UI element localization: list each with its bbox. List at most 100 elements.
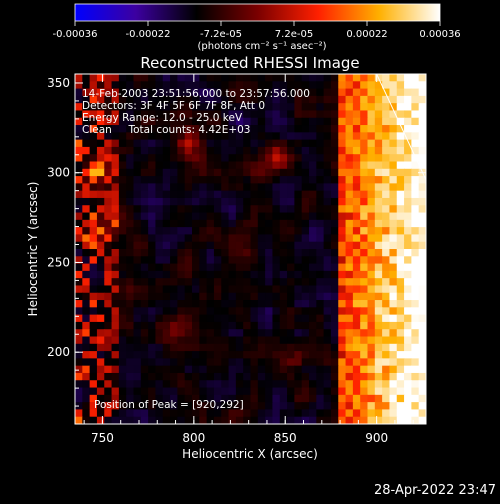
heatmap-cell <box>301 285 310 294</box>
heatmap-cell <box>111 416 120 424</box>
heatmap-cell <box>287 329 295 338</box>
heatmap-cell <box>257 241 266 250</box>
heatmap-cell <box>250 197 259 206</box>
heatmap-cell <box>250 292 259 301</box>
heatmap-cell <box>177 270 186 279</box>
heatmap-cell <box>126 176 135 184</box>
heatmap-cell <box>111 292 120 301</box>
heatmap-cell <box>294 358 303 367</box>
heatmap-cell <box>265 351 274 359</box>
heatmap-cell <box>75 125 83 133</box>
heatmap-cell <box>221 212 230 221</box>
heatmap-cell <box>250 358 259 367</box>
heatmap-cell <box>243 117 252 126</box>
heatmap-cell <box>184 329 193 338</box>
heatmap-cell <box>89 139 98 148</box>
heatmap-cell <box>279 365 288 374</box>
heatmap-cell <box>126 409 135 418</box>
heatmap-cell <box>309 409 317 418</box>
heatmap-cell <box>118 110 127 119</box>
heatmap-cell <box>250 314 259 323</box>
heatmap-cell <box>192 132 200 141</box>
heatmap-cell <box>323 249 332 257</box>
heatmap-cell <box>96 249 105 257</box>
heatmap-cell <box>323 278 332 287</box>
heatmap-cell <box>345 241 354 250</box>
heatmap-cell <box>184 307 193 316</box>
heatmap-cell <box>221 132 230 141</box>
heatmap-cell <box>111 132 120 141</box>
heatmap-cell <box>257 336 266 345</box>
heatmap-cell <box>374 402 383 411</box>
heatmap-cell <box>177 351 186 359</box>
heatmap-cell <box>111 263 120 272</box>
heatmap-cell <box>228 176 237 184</box>
heatmap-cell <box>206 300 215 308</box>
heatmap-cell <box>272 103 281 112</box>
heatmap-cell <box>404 74 412 82</box>
heatmap-cell <box>418 321 426 330</box>
heatmap-cell <box>126 256 135 265</box>
heatmap-cell <box>228 241 237 250</box>
heatmap-cell <box>184 314 193 323</box>
heatmap-cell <box>272 161 281 170</box>
heatmap-cell <box>287 343 295 352</box>
heatmap-cell <box>279 161 288 170</box>
heatmap-cell <box>352 292 361 301</box>
heatmap-cell <box>389 88 398 97</box>
heatmap-cell <box>118 336 127 345</box>
heatmap-cell <box>309 125 317 133</box>
heatmap-cell <box>301 168 310 177</box>
heatmap-cell <box>418 416 426 424</box>
heatmap-cell <box>389 351 398 359</box>
heatmap-cell <box>265 387 274 396</box>
heatmap-cell <box>367 380 376 389</box>
heatmap-cell <box>177 88 186 97</box>
heatmap-cell <box>243 241 252 250</box>
heatmap-cell <box>228 285 237 294</box>
heatmap-cell <box>162 249 171 257</box>
heatmap-cell <box>418 249 426 257</box>
heatmap-cell <box>155 314 164 323</box>
heatmap-cell <box>192 74 200 82</box>
heatmap-cell <box>250 241 259 250</box>
heatmap-cell <box>170 380 178 389</box>
heatmap-cell <box>294 372 303 381</box>
heatmap-cell <box>148 103 157 112</box>
heatmap-cell <box>184 394 193 403</box>
heatmap-cell <box>396 190 405 199</box>
heatmap-cell <box>75 110 83 119</box>
heatmap-cell <box>330 300 339 308</box>
heatmap-cell <box>221 358 230 367</box>
y-tick-label: 300 <box>47 166 70 180</box>
heatmap-cell <box>316 88 325 97</box>
heatmap-cell <box>162 212 171 221</box>
heatmap-cell <box>213 394 222 403</box>
heatmap-cell <box>177 132 186 141</box>
heatmap-cell <box>177 125 186 133</box>
heatmap-cell <box>118 212 127 221</box>
heatmap-cell <box>104 227 113 236</box>
heatmap-cell <box>272 416 281 424</box>
heatmap-cell <box>323 139 332 148</box>
heatmap-cell <box>133 74 142 82</box>
heatmap-cell <box>75 409 83 418</box>
heatmap-cell <box>279 197 288 206</box>
heatmap-cell <box>199 343 208 352</box>
heatmap-cell <box>330 110 339 119</box>
heatmap-cell <box>301 256 310 265</box>
heatmap-cell <box>309 234 317 243</box>
heatmap-cell <box>111 256 120 265</box>
heatmap-cell <box>367 205 376 214</box>
heatmap-cell <box>126 394 135 403</box>
heatmap-cell <box>250 88 259 97</box>
heatmap-cell <box>265 227 274 236</box>
heatmap-cell <box>404 176 412 184</box>
heatmap-cell <box>75 190 83 199</box>
heatmap-cell <box>89 219 98 228</box>
heatmap-cell <box>118 219 127 228</box>
heatmap-cell <box>360 307 369 316</box>
heatmap-cell <box>170 146 178 155</box>
heatmap-cell <box>279 81 288 90</box>
heatmap-cell <box>265 321 274 330</box>
